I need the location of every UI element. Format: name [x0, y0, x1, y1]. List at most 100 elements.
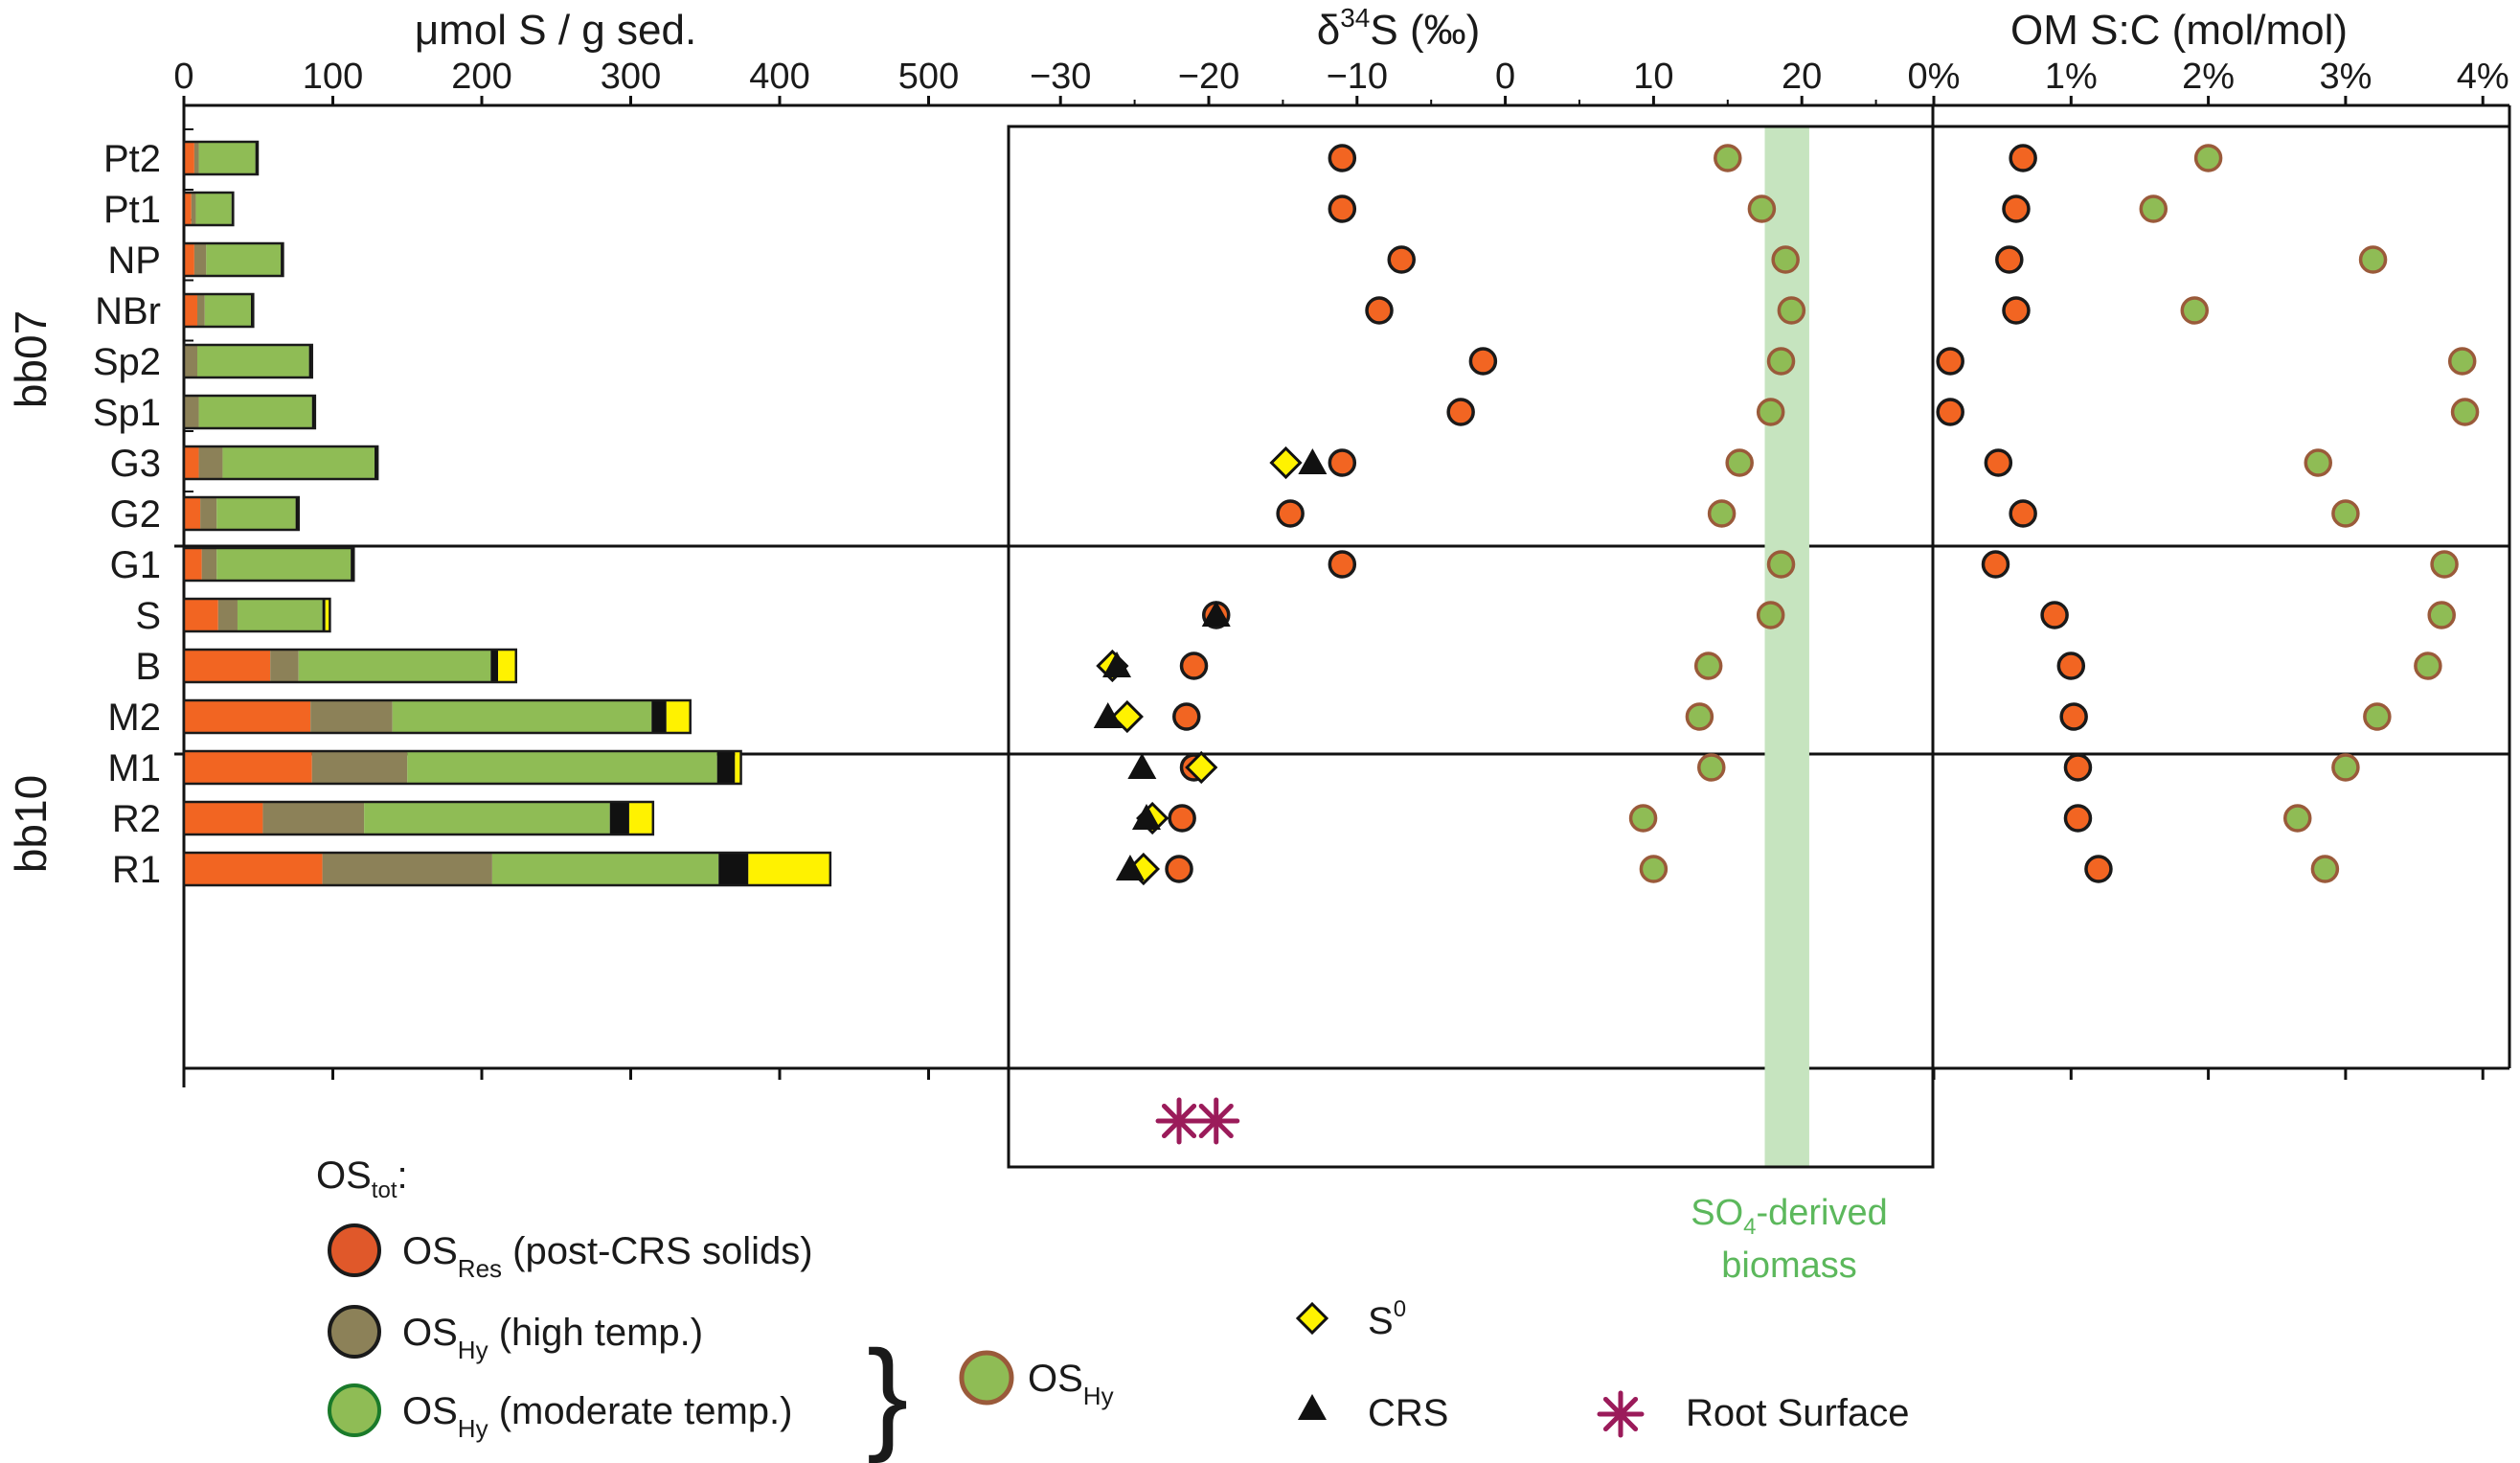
d34s-tick-label: −30	[1030, 57, 1091, 97]
bar-segment-OS_Hy_high	[262, 802, 365, 834]
sample-label: G2	[110, 493, 161, 536]
sc-tick-label: 2%	[2182, 57, 2235, 97]
sc-tick-label: 0%	[1908, 57, 1961, 97]
bar-outline	[182, 800, 655, 836]
sample-label: R2	[112, 798, 161, 840]
d34s-point-OS_Res	[1179, 651, 1209, 680]
bar-segment-OS_Res	[184, 802, 263, 834]
sc-point-OS_Hy	[2358, 245, 2388, 274]
bar-segment-CRS	[351, 548, 354, 581]
d34s-point-OS_Hy	[1756, 398, 1785, 426]
bar-segment-OS_Res	[184, 853, 323, 885]
bar-segment-S0	[735, 751, 741, 784]
bar-segment-OS_Hy_high	[184, 396, 199, 428]
bar-segment-OS_Hy_high	[310, 700, 393, 733]
bar-segment-CRS	[308, 345, 312, 377]
bar-segment-OS_Hy_moderate	[237, 599, 323, 631]
bar-outline	[182, 749, 742, 786]
d34s-point-OS_Res	[1328, 448, 1357, 477]
bar-segment-S0	[666, 700, 691, 733]
bar-segment-OS_Hy_moderate	[407, 751, 717, 784]
d34s-point-S0	[1269, 446, 1303, 480]
bar-segment-OS_Hy_moderate	[196, 345, 309, 377]
bar-segment-CRS	[609, 802, 629, 834]
legend-header: OStot:	[316, 1154, 408, 1203]
sc-point-OS_Res	[2009, 144, 2037, 172]
sc-point-OS_Hy	[2331, 753, 2360, 782]
d34s-point-OS_Res	[1387, 245, 1416, 274]
sample-label: Sp1	[93, 392, 161, 434]
concentration-tick-label: 200	[451, 57, 511, 97]
d34s-point-OS_Res	[1168, 804, 1196, 833]
bar-outline	[182, 191, 235, 227]
d34s-point-OS_Hy	[1628, 804, 1658, 833]
d34s-tick-label: 0	[1495, 57, 1515, 97]
root-surface-point-stroke	[1161, 1103, 1197, 1139]
bar-segment-CRS	[718, 853, 749, 885]
sc-tick-label: 4%	[2457, 57, 2509, 97]
bar-segment-S0	[325, 599, 330, 631]
d34s-point-CRS	[1115, 855, 1145, 880]
d34s-point-S0	[1110, 699, 1144, 734]
legend-brace: }	[867, 1324, 908, 1463]
bar-outline	[182, 241, 284, 278]
bar-segment-OS_Hy_high	[201, 548, 217, 581]
d34s-point-S0	[1185, 750, 1218, 785]
sample-label: Pt2	[103, 138, 161, 180]
d34s-point-CRS	[1127, 753, 1157, 779]
bar-outline	[182, 851, 832, 887]
bar-segment-OS_Hy_high	[193, 142, 199, 174]
bar-outline	[182, 343, 313, 379]
sc-point-OS_Hy	[2139, 194, 2168, 223]
bar-outline	[182, 546, 355, 583]
sc-point-OS_Res	[1936, 398, 1964, 426]
sc-point-OS_Res	[2084, 855, 2113, 883]
sample-label: Pt1	[103, 189, 161, 231]
so4-band-label: SO4-derived	[1691, 1193, 1888, 1240]
bar-segment-OS_Hy_moderate	[206, 243, 282, 276]
sc-point-OS_Res	[1981, 550, 2010, 579]
bar-segment-OS_Hy_high	[217, 599, 238, 631]
sc-point-OS_Res	[1936, 347, 1964, 376]
d34s-point-OS_Res	[1328, 194, 1357, 223]
d34s-point-CRS	[1093, 702, 1123, 728]
sc-point-OS_Res	[2056, 651, 2086, 680]
d34s-point-OS_Hy	[1777, 296, 1806, 325]
legend-swatch-OS_Hy_moderate	[328, 1383, 381, 1437]
sc-title: OM S:C (mol/mol)	[2010, 7, 2348, 54]
so4-band-label-line2: biomass	[1721, 1246, 1857, 1286]
root-surface-point-stroke	[1198, 1103, 1234, 1139]
sc-point-OS_Res	[2002, 194, 2031, 223]
sample-label: R1	[112, 849, 161, 891]
bar-segment-OS_Hy_moderate	[491, 853, 719, 885]
d34s-point-OS_Hy	[1685, 702, 1714, 731]
bar-segment-CRS	[490, 650, 499, 682]
sc-point-OS_Hy	[2304, 448, 2332, 477]
bar-outline	[182, 597, 331, 633]
sc-tick-label: 1%	[2045, 57, 2098, 97]
d34s-point-OS_Res	[1276, 499, 1305, 528]
bar-segment-OS_Hy_high	[198, 446, 223, 479]
legend-label-OS_Hy_moderate: OSHy (moderate temp.)	[402, 1390, 792, 1443]
sample-label: NBr	[95, 290, 161, 332]
bar-segment-OS_Hy_high	[200, 497, 217, 530]
bar-segment-OS_Hy_moderate	[298, 650, 491, 682]
concentration-tick-label: 0	[173, 57, 193, 97]
concentration-tick-label: 400	[749, 57, 809, 97]
group-label-bb07: bb07	[6, 310, 56, 408]
bar-segment-OS_Hy_moderate	[198, 142, 256, 174]
d34s-tick-label: 20	[1782, 57, 1822, 97]
sc-point-OS_Res	[2063, 804, 2093, 833]
sc-point-OS_Res	[2063, 753, 2093, 782]
d34s-point-OS_Res	[1446, 398, 1475, 426]
bar-segment-CRS	[375, 446, 378, 479]
legend-swatch-OS_Res	[328, 1223, 381, 1277]
concentration-tick-label: 500	[898, 57, 959, 97]
bar-segment-OS_Hy_high	[270, 650, 299, 682]
sc-point-OS_Res	[2059, 702, 2088, 731]
bar-segment-CRS	[322, 599, 326, 631]
bar-segment-CRS	[651, 700, 667, 733]
legend-label-OS_Res: OSRes (post-CRS solids)	[402, 1230, 813, 1283]
bar-segment-OS_Hy_moderate	[204, 294, 251, 327]
d34s-tick-label: 10	[1633, 57, 1673, 97]
